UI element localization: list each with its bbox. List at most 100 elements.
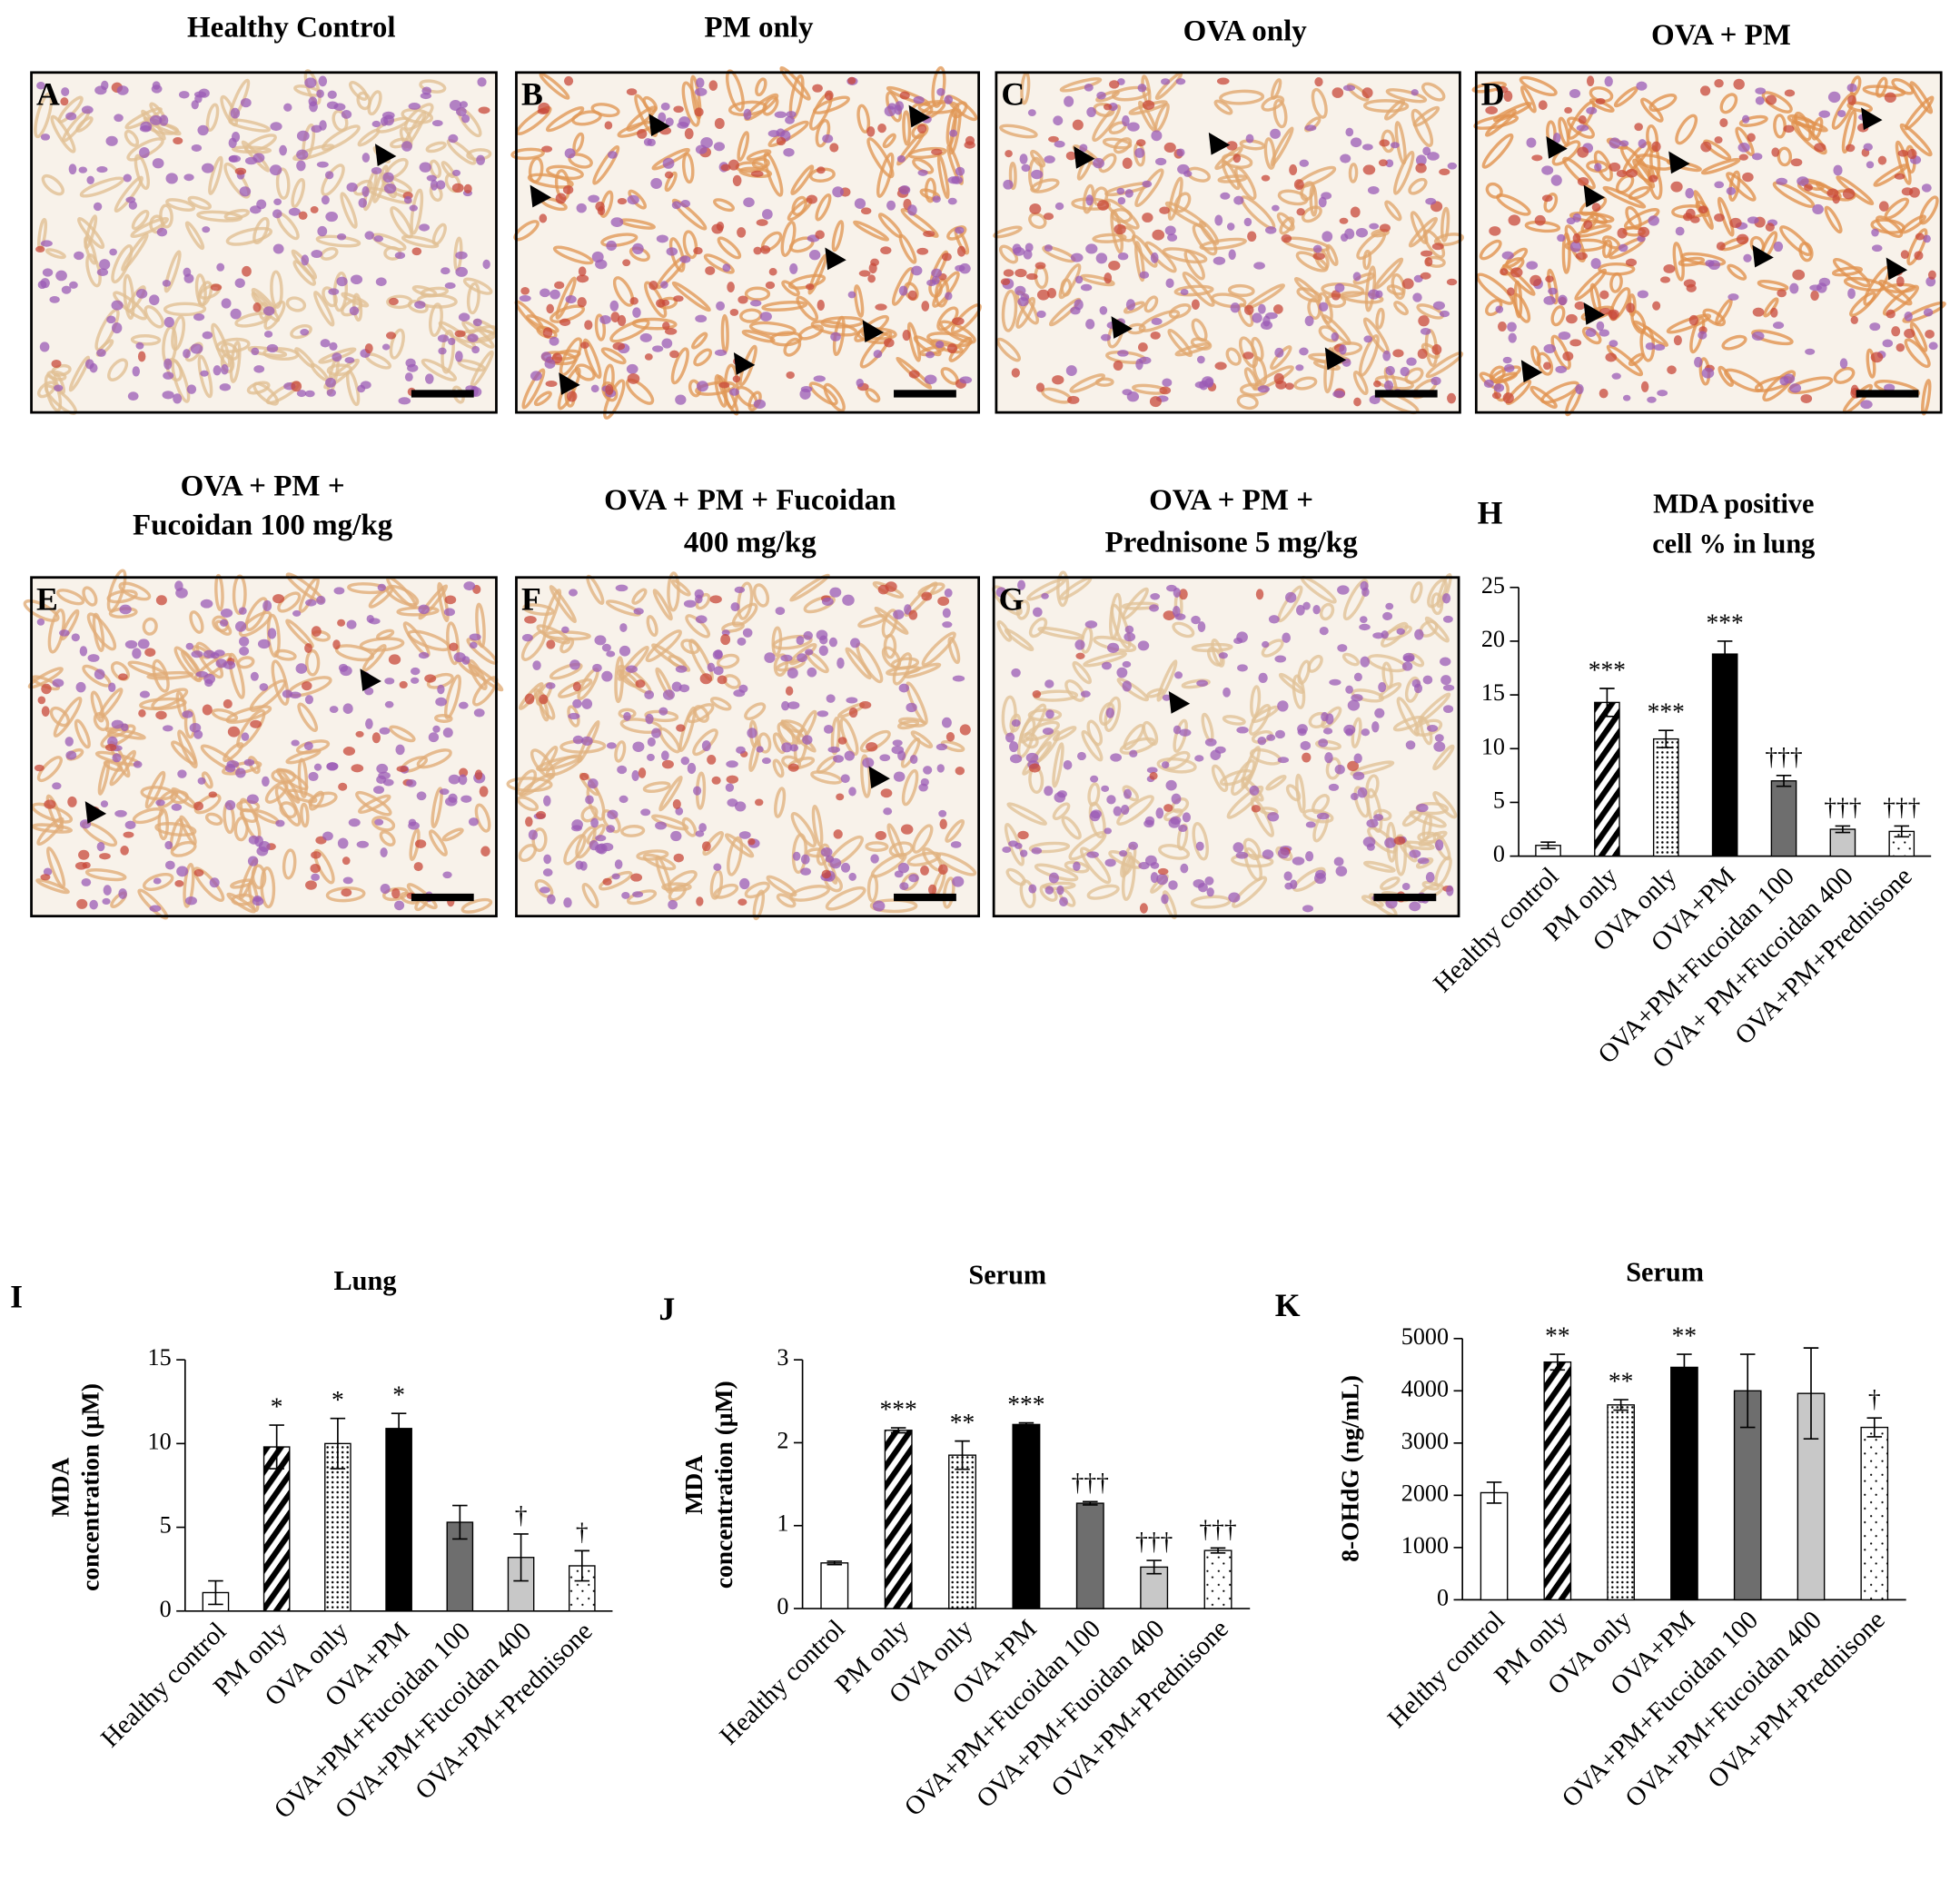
tissue-strand [709,869,724,900]
cell-nucleus [1765,94,1777,105]
cell-nucleus [1331,87,1344,98]
error-bar [1717,640,1733,668]
tissue-strand [1380,876,1401,891]
tissue-strand [1421,880,1440,891]
cell-nucleus [694,87,708,96]
cell-nucleus [149,294,160,306]
cell-nucleus [198,88,210,98]
tissue-strand [403,103,434,131]
cell-nucleus [623,711,631,721]
cell-nucleus [1264,226,1277,234]
cell-nucleus [1296,208,1305,216]
cell-nucleus [1274,655,1287,663]
cell-nucleus [562,185,574,194]
cell-nucleus [600,842,614,852]
cell-nucleus [1293,179,1304,191]
tissue-strand [1386,284,1405,296]
cell-nucleus [1157,867,1169,876]
tissue-strand [55,589,85,606]
error-bar [1739,1353,1756,1429]
cell-nucleus [342,747,356,756]
cell-nucleus [1199,380,1209,391]
significance: ** [1672,1321,1698,1349]
tissue-strand [1028,617,1048,639]
cell-nucleus [822,134,834,144]
cell-nucleus [945,732,955,742]
cell-nucleus [898,285,908,296]
tissue-strand [234,312,272,328]
cell-nucleus [213,365,222,376]
cell-nucleus [768,267,777,276]
cell-nucleus [36,82,45,90]
cell-nucleus [1103,103,1113,111]
tissue-strand [533,391,552,407]
cell-nucleus [1777,289,1787,298]
tissue-strand [1646,124,1659,153]
cell-nucleus [921,301,930,312]
tissue-strand [865,388,881,403]
cell-nucleus [821,597,834,607]
cell-nucleus [1826,188,1839,198]
cell-nucleus [1251,805,1261,813]
cell-nucleus [202,331,213,340]
cell-nucleus [1035,382,1045,392]
cell-nucleus [316,89,324,98]
tissue-strand [1030,149,1046,168]
cell-nucleus [252,896,262,903]
cell-nucleus [1019,153,1028,164]
cell-nucleus [193,729,203,739]
cell-nucleus [1483,379,1494,389]
cell-nucleus [239,636,250,647]
cell-nucleus [584,320,593,331]
cell-nucleus [1921,183,1932,193]
y-tick-label: 1000 [1401,1532,1449,1559]
cell-nucleus [59,629,70,637]
cell-nucleus [665,117,674,127]
tissue-strand [98,688,124,719]
tissue-strand [396,606,440,617]
cell-nucleus [1232,842,1244,853]
cell-nucleus [1378,682,1387,693]
tissue-strand [1192,822,1209,861]
cell-nucleus [749,300,762,307]
cell-nucleus [1900,250,1909,260]
tissue-strand [1164,201,1207,228]
cell-nucleus [1233,195,1244,205]
cell-nucleus [149,905,162,913]
cell-nucleus [647,753,655,761]
cell-nucleus [1401,278,1414,290]
cell-nucleus [1237,664,1248,672]
cell-nucleus [272,594,285,604]
cell-nucleus [1065,365,1077,377]
cell-nucleus [605,384,614,395]
cell-nucleus [875,830,886,840]
cell-nucleus [836,793,845,801]
tissue-strand [332,109,349,133]
cell-nucleus [1891,326,1901,337]
tissue-strand [1350,760,1395,777]
cell-nucleus [1163,804,1173,812]
cell-nucleus [193,801,204,811]
significance: *** [880,1394,917,1422]
error-bar [1894,825,1910,838]
cell-nucleus [1908,187,1920,198]
cell-nucleus [1138,862,1150,870]
cell-nucleus [1640,381,1649,392]
cell-nucleus [358,198,368,208]
cell-nucleus [453,652,466,663]
cell-nucleus [680,200,691,208]
tissue-strand [1396,834,1418,863]
cell-nucleus [1085,194,1094,206]
cell-nucleus [712,649,723,660]
scale-bar [1856,390,1919,398]
cell-nucleus [832,186,844,198]
cell-nucleus [139,146,150,159]
cell-nucleus [807,667,817,678]
cell-nucleus [1366,843,1375,851]
tissue-strand [1425,351,1464,379]
cell-nucleus [1161,78,1171,85]
cell-nucleus [109,248,117,256]
tissue-strand [323,358,360,390]
tissue-strand [1236,393,1259,411]
tissue-strand [1222,715,1246,726]
